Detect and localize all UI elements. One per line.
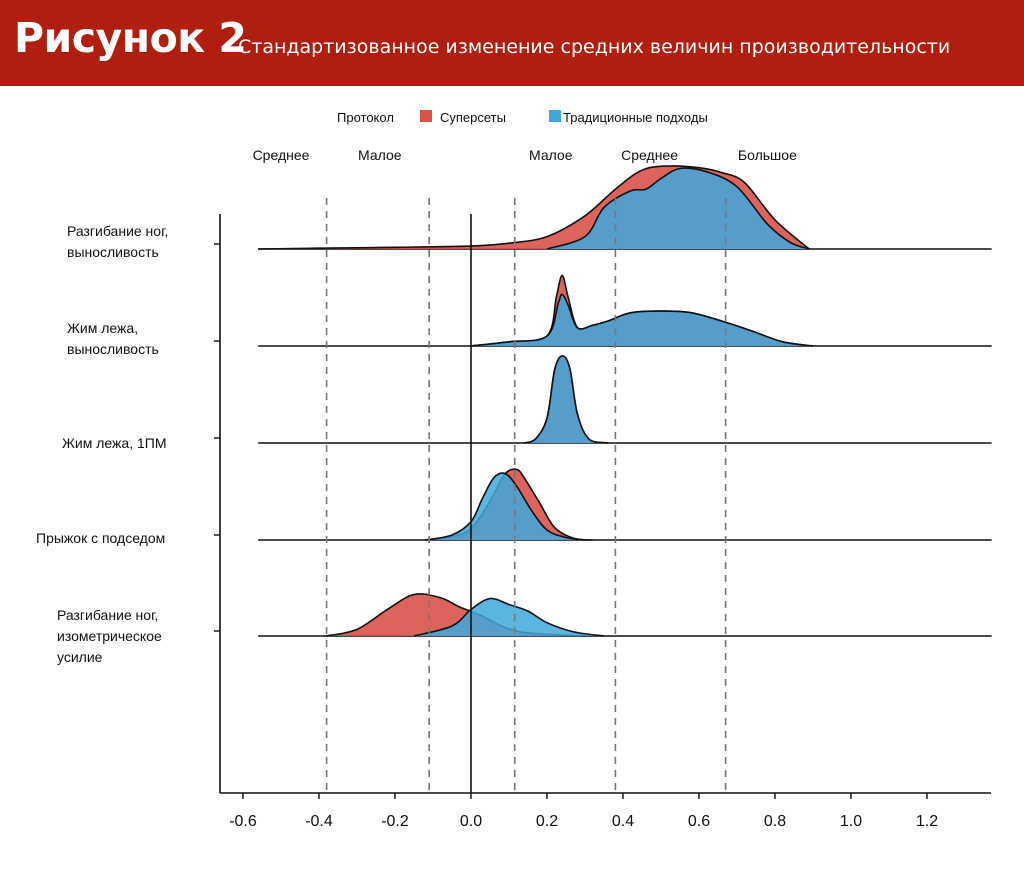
row-label-line: Разгибание ног,	[57, 607, 158, 623]
density-outline-traditional	[470, 293, 814, 347]
density-area-traditional	[414, 598, 604, 636]
row-label-line: Жим лежа,	[67, 320, 138, 336]
density-outline-traditional	[413, 597, 605, 637]
density-area-supersets	[326, 593, 585, 636]
density-area-traditional	[471, 294, 813, 346]
density-ridges	[258, 165, 992, 637]
legend-title: Протокол	[337, 110, 394, 125]
legend-label-traditional: Традиционные подходы	[563, 110, 708, 125]
figure-banner: Рисунок 2 Стандартизованное изменение ср…	[0, 0, 1024, 86]
row-label-line: усилие	[57, 649, 103, 665]
row-label-line: выносливость	[67, 341, 159, 357]
density-outline-traditional	[425, 472, 586, 541]
x-tick-label: 0.8	[764, 813, 786, 830]
zone-label: Малое	[358, 147, 402, 163]
row-label-line: изометрическое	[57, 628, 162, 644]
row-labels: Разгибание ног, выносливость Жим лежа, выно…	[36, 223, 168, 665]
density-area-traditional	[547, 168, 810, 249]
x-tick-label: 0.2	[536, 813, 558, 830]
x-tick-label: 1.2	[916, 813, 938, 830]
row-label: Разгибание ног, выносливость	[67, 223, 168, 260]
effect-size-zones: Среднее Малое Малое Среднее Большое	[253, 147, 798, 163]
zone-label: Среднее	[253, 147, 310, 163]
row-label: Разгибание ног, изометрическое усилие	[57, 607, 162, 665]
ridge-row	[258, 274, 992, 347]
x-tick-label: -0.6	[229, 813, 257, 830]
density-outline-traditional	[546, 167, 810, 250]
ridge-row	[258, 468, 992, 541]
figure-label: Рисунок 2	[14, 14, 247, 62]
density-area-traditional	[524, 355, 608, 443]
row-label: Жим лежа, выносливость	[67, 320, 159, 357]
ridge-row	[258, 165, 992, 250]
density-outline-traditional	[523, 355, 608, 444]
zone-label: Малое	[529, 147, 573, 163]
legend-swatch-supersets	[420, 110, 432, 122]
zone-label: Среднее	[621, 147, 678, 163]
row-label-line: Разгибание ног,	[67, 223, 168, 239]
zone-label: Большое	[738, 147, 797, 163]
row-label: Жим лежа, 1ПМ	[62, 435, 167, 451]
x-tick-label: 0.6	[688, 813, 710, 830]
row-label-line: Прыжок с подседом	[36, 530, 165, 546]
x-tick-label: 0.0	[460, 813, 482, 830]
legend: Протокол Суперсеты Традиционные подходы	[337, 110, 708, 125]
legend-label-supersets: Суперсеты	[440, 110, 506, 125]
row-label-line: выносливость	[67, 244, 159, 260]
legend-swatch-traditional	[549, 110, 561, 122]
x-tick-label: 0.4	[612, 813, 634, 830]
figure-subtitle: Стандартизованное изменение средних вели…	[238, 36, 951, 58]
x-tick-label: -0.2	[381, 813, 409, 830]
axes: -0.6 -0.4 -0.2 0.0 0.2 0.4 0.6 0.8 1.0 1.2	[214, 214, 991, 830]
density-outline-supersets	[258, 165, 810, 250]
row-label-line: Жим лежа, 1ПМ	[62, 435, 167, 451]
reference-lines	[325, 198, 727, 793]
ridgeline-chart: Протокол Суперсеты Традиционные подходы …	[36, 110, 992, 830]
density-area-traditional	[425, 473, 585, 540]
ridge-row	[258, 355, 992, 444]
ridge-row	[258, 593, 992, 637]
x-tick-label: -0.4	[305, 813, 333, 830]
row-label: Прыжок с подседом	[36, 530, 165, 546]
x-tick-label: 1.0	[840, 813, 862, 830]
